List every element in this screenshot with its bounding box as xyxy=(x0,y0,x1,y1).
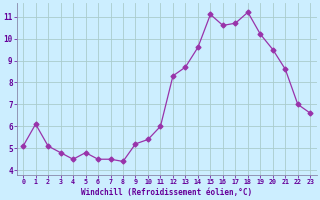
X-axis label: Windchill (Refroidissement éolien,°C): Windchill (Refroidissement éolien,°C) xyxy=(81,188,252,197)
